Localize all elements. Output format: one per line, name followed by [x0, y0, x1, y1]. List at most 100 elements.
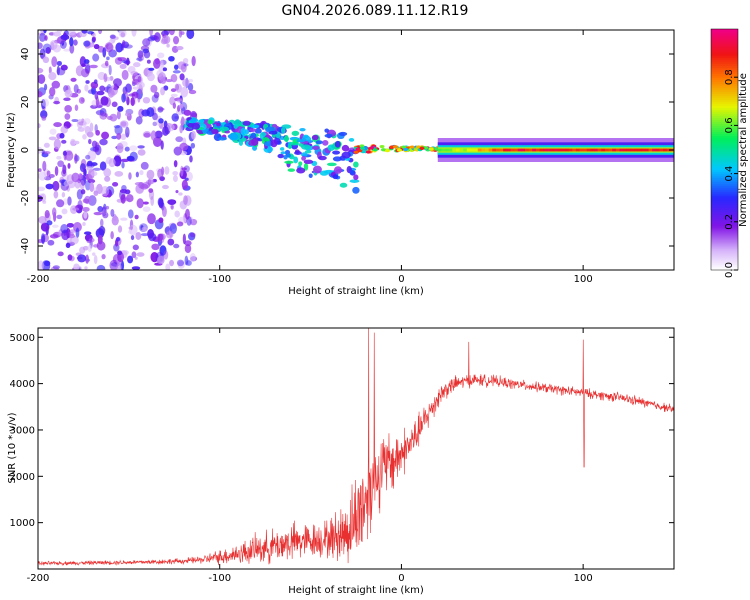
colorbar-band — [711, 259, 738, 263]
noise-blob — [112, 181, 119, 187]
echo-blob — [348, 137, 355, 142]
noise-blob — [127, 255, 134, 264]
noise-blob — [191, 130, 196, 140]
colorbar-band — [711, 167, 738, 171]
colorbar-band — [711, 117, 738, 120]
noise-blob — [48, 72, 57, 81]
echo-blob — [315, 140, 323, 145]
colorbar-band — [711, 153, 738, 157]
noise-blob — [130, 71, 139, 76]
echo-blob — [312, 165, 322, 174]
noise-blob — [67, 163, 71, 169]
noise-blob — [83, 40, 91, 47]
echo-blob — [326, 162, 337, 167]
colorbar-band — [711, 73, 738, 76]
colorbar-band — [711, 205, 738, 209]
echo-blob — [233, 123, 238, 129]
carrier-core — [583, 148, 588, 152]
noise-blob — [99, 138, 108, 146]
noise-blob — [116, 237, 121, 242]
noise-blob — [146, 59, 151, 64]
noise-blob — [56, 30, 63, 33]
echo-blob — [249, 128, 257, 132]
noise-blob — [106, 56, 110, 61]
noise-blob — [185, 208, 190, 220]
colorbar-band — [711, 169, 738, 173]
noise-blob — [121, 93, 126, 103]
noise-blob — [57, 160, 65, 168]
noise-blob — [127, 209, 134, 219]
noise-blob — [172, 174, 178, 183]
noise-blob — [180, 63, 187, 73]
noise-blob — [89, 122, 94, 133]
colorbar-band — [711, 203, 738, 207]
echo-blob — [287, 144, 293, 149]
noise-blob — [175, 136, 184, 143]
noise-blob — [56, 199, 65, 208]
colorbar-band — [711, 85, 738, 88]
echo-blob — [242, 120, 251, 126]
y-tick-label: 1000 — [10, 518, 35, 529]
noise-blob — [174, 97, 183, 102]
carrier-core — [470, 148, 475, 152]
carrier-core — [481, 148, 486, 152]
noise-blob — [70, 77, 77, 82]
colorbar-band — [711, 161, 738, 165]
colorbar-band — [711, 71, 738, 74]
x-tick-label: -200 — [27, 573, 50, 584]
noise-blob — [91, 37, 96, 44]
noise-blob — [169, 223, 177, 235]
noise-blob — [92, 167, 101, 171]
snr-y-ticks: 1000 2000 3000 4000 5000 — [10, 333, 674, 529]
noise-blob — [67, 254, 73, 261]
colorbar-band — [711, 189, 738, 193]
noise-blob — [131, 30, 137, 37]
colorbar-band — [711, 39, 738, 42]
colorbar-band — [711, 91, 738, 94]
trace-blob — [379, 144, 385, 149]
noise-blob — [46, 170, 51, 177]
noise-blob — [78, 97, 85, 104]
noise-blob — [87, 178, 96, 184]
colorbar-band — [711, 223, 738, 227]
colorbar-band — [711, 257, 738, 261]
carrier-core — [445, 148, 450, 152]
carrier-core — [630, 148, 635, 152]
echo-blob — [218, 136, 227, 141]
noise-blob — [40, 233, 46, 244]
colorbar-band — [711, 113, 738, 116]
noise-blob — [124, 146, 130, 152]
echo-blob — [300, 144, 311, 150]
noise-blob — [97, 71, 106, 81]
noise-blob — [60, 224, 69, 234]
carrier-core — [452, 148, 457, 152]
noise-blob — [161, 166, 165, 176]
noise-blob — [64, 113, 71, 120]
noise-blob — [42, 160, 47, 172]
carrier-core — [601, 148, 606, 152]
colorbar-band — [711, 47, 738, 50]
noise-blob — [53, 190, 59, 199]
colorbar-band — [711, 215, 738, 219]
carrier-core — [459, 148, 464, 152]
echo-blob — [251, 138, 259, 146]
carrier-core — [604, 148, 609, 152]
colorbar-band — [711, 101, 738, 104]
colorbar-tick-label: 0.4 — [724, 166, 735, 182]
colorbar-band — [711, 127, 738, 131]
noise-blob — [145, 179, 155, 185]
noise-blob — [189, 155, 193, 163]
colorbar-ticks: 0.0 0.2 0.4 0.6 0.8 — [724, 69, 738, 278]
noise-blob — [99, 112, 108, 120]
echo-blob — [216, 122, 221, 127]
snr-x-ticks: -200 -100 0 100 — [27, 328, 593, 584]
y-tick-label: 40 — [20, 48, 31, 61]
echo-blob — [303, 159, 314, 164]
noise-blob — [68, 229, 78, 233]
colorbar-band — [711, 37, 738, 40]
noise-blob — [179, 124, 183, 134]
noise-blob — [124, 44, 133, 49]
colorbar-band — [711, 261, 738, 265]
noise-blob — [172, 102, 177, 109]
